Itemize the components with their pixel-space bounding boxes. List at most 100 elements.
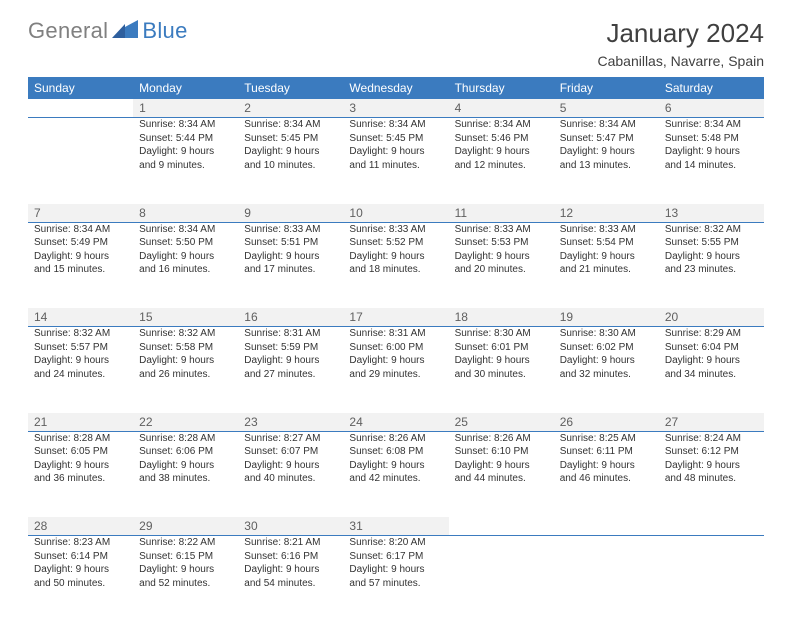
- daylight-text: Daylight: 9 hours and 36 minutes.: [34, 459, 127, 486]
- daylight-text: Daylight: 9 hours and 29 minutes.: [349, 354, 442, 381]
- day-number-cell: 21: [28, 413, 133, 432]
- month-title: January 2024: [597, 18, 764, 49]
- sunset-text: Sunset: 6:11 PM: [560, 445, 653, 459]
- daylight-text: Daylight: 9 hours and 24 minutes.: [34, 354, 127, 381]
- sunrise-text: Sunrise: 8:34 AM: [244, 118, 337, 132]
- sunset-text: Sunset: 6:15 PM: [139, 550, 232, 564]
- day-info-cell: Sunrise: 8:33 AMSunset: 5:53 PMDaylight:…: [449, 222, 554, 308]
- sunrise-text: Sunrise: 8:29 AM: [665, 327, 758, 341]
- daylight-text: Daylight: 9 hours and 54 minutes.: [244, 563, 337, 590]
- day-info-cell: Sunrise: 8:32 AMSunset: 5:55 PMDaylight:…: [659, 222, 764, 308]
- sunrise-text: Sunrise: 8:24 AM: [665, 432, 758, 446]
- sunset-text: Sunset: 5:47 PM: [560, 132, 653, 146]
- day-info-row: Sunrise: 8:28 AMSunset: 6:05 PMDaylight:…: [28, 431, 764, 517]
- day-info-cell: Sunrise: 8:28 AMSunset: 6:06 PMDaylight:…: [133, 431, 238, 517]
- daylight-text: Daylight: 9 hours and 50 minutes.: [34, 563, 127, 590]
- weekday-header: Tuesday: [238, 77, 343, 99]
- day-number-row: 28293031: [28, 517, 764, 536]
- day-number-cell: 23: [238, 413, 343, 432]
- day-info-row: Sunrise: 8:23 AMSunset: 6:14 PMDaylight:…: [28, 536, 764, 622]
- weekday-header: Friday: [554, 77, 659, 99]
- daylight-text: Daylight: 9 hours and 21 minutes.: [560, 250, 653, 277]
- daylight-text: Daylight: 9 hours and 26 minutes.: [139, 354, 232, 381]
- day-number-cell: 25: [449, 413, 554, 432]
- daylight-text: Daylight: 9 hours and 42 minutes.: [349, 459, 442, 486]
- sunrise-text: Sunrise: 8:32 AM: [665, 223, 758, 237]
- day-info-cell: Sunrise: 8:21 AMSunset: 6:16 PMDaylight:…: [238, 536, 343, 622]
- day-info-cell: Sunrise: 8:20 AMSunset: 6:17 PMDaylight:…: [343, 536, 448, 622]
- day-info-cell: Sunrise: 8:33 AMSunset: 5:54 PMDaylight:…: [554, 222, 659, 308]
- day-info-cell: Sunrise: 8:24 AMSunset: 6:12 PMDaylight:…: [659, 431, 764, 517]
- day-number-cell: 29: [133, 517, 238, 536]
- weekday-header: Thursday: [449, 77, 554, 99]
- day-info-cell: Sunrise: 8:34 AMSunset: 5:44 PMDaylight:…: [133, 118, 238, 204]
- sunset-text: Sunset: 5:54 PM: [560, 236, 653, 250]
- sunrise-text: Sunrise: 8:25 AM: [560, 432, 653, 446]
- day-info-cell: Sunrise: 8:26 AMSunset: 6:08 PMDaylight:…: [343, 431, 448, 517]
- day-number-cell: 16: [238, 308, 343, 327]
- sunset-text: Sunset: 6:08 PM: [349, 445, 442, 459]
- daylight-text: Daylight: 9 hours and 20 minutes.: [455, 250, 548, 277]
- day-number-cell: 2: [238, 99, 343, 118]
- sunrise-text: Sunrise: 8:34 AM: [560, 118, 653, 132]
- daylight-text: Daylight: 9 hours and 40 minutes.: [244, 459, 337, 486]
- sunrise-text: Sunrise: 8:33 AM: [349, 223, 442, 237]
- sunset-text: Sunset: 6:07 PM: [244, 445, 337, 459]
- title-block: January 2024 Cabanillas, Navarre, Spain: [597, 18, 764, 69]
- sunset-text: Sunset: 6:06 PM: [139, 445, 232, 459]
- daylight-text: Daylight: 9 hours and 10 minutes.: [244, 145, 337, 172]
- sunrise-text: Sunrise: 8:23 AM: [34, 536, 127, 550]
- day-info-cell: [659, 536, 764, 622]
- sunrise-text: Sunrise: 8:31 AM: [244, 327, 337, 341]
- day-info-cell: Sunrise: 8:28 AMSunset: 6:05 PMDaylight:…: [28, 431, 133, 517]
- day-number-cell: 27: [659, 413, 764, 432]
- sunset-text: Sunset: 5:57 PM: [34, 341, 127, 355]
- sunset-text: Sunset: 6:14 PM: [34, 550, 127, 564]
- sunrise-text: Sunrise: 8:34 AM: [665, 118, 758, 132]
- day-info-cell: Sunrise: 8:34 AMSunset: 5:45 PMDaylight:…: [238, 118, 343, 204]
- sunset-text: Sunset: 6:04 PM: [665, 341, 758, 355]
- day-number-cell: 8: [133, 204, 238, 223]
- sunrise-text: Sunrise: 8:21 AM: [244, 536, 337, 550]
- sunset-text: Sunset: 6:17 PM: [349, 550, 442, 564]
- sunrise-text: Sunrise: 8:30 AM: [560, 327, 653, 341]
- sunrise-text: Sunrise: 8:31 AM: [349, 327, 442, 341]
- daylight-text: Daylight: 9 hours and 16 minutes.: [139, 250, 232, 277]
- day-number-cell: 3: [343, 99, 448, 118]
- day-number-cell: 15: [133, 308, 238, 327]
- sunset-text: Sunset: 6:05 PM: [34, 445, 127, 459]
- daylight-text: Daylight: 9 hours and 52 minutes.: [139, 563, 232, 590]
- weekday-header: Wednesday: [343, 77, 448, 99]
- daylight-text: Daylight: 9 hours and 32 minutes.: [560, 354, 653, 381]
- day-info-cell: [449, 536, 554, 622]
- sunset-text: Sunset: 5:53 PM: [455, 236, 548, 250]
- day-number-cell: 18: [449, 308, 554, 327]
- day-info-cell: Sunrise: 8:34 AMSunset: 5:50 PMDaylight:…: [133, 222, 238, 308]
- sunrise-text: Sunrise: 8:32 AM: [34, 327, 127, 341]
- day-info-cell: Sunrise: 8:33 AMSunset: 5:51 PMDaylight:…: [238, 222, 343, 308]
- daylight-text: Daylight: 9 hours and 44 minutes.: [455, 459, 548, 486]
- daylight-text: Daylight: 9 hours and 12 minutes.: [455, 145, 548, 172]
- sunset-text: Sunset: 6:01 PM: [455, 341, 548, 355]
- day-info-row: Sunrise: 8:32 AMSunset: 5:57 PMDaylight:…: [28, 327, 764, 413]
- weekday-header: Sunday: [28, 77, 133, 99]
- sunset-text: Sunset: 5:48 PM: [665, 132, 758, 146]
- sunrise-text: Sunrise: 8:34 AM: [349, 118, 442, 132]
- sunset-text: Sunset: 5:50 PM: [139, 236, 232, 250]
- day-info-cell: [28, 118, 133, 204]
- location-label: Cabanillas, Navarre, Spain: [597, 53, 764, 69]
- sunset-text: Sunset: 6:10 PM: [455, 445, 548, 459]
- sunrise-text: Sunrise: 8:30 AM: [455, 327, 548, 341]
- day-number-cell: [554, 517, 659, 536]
- sunrise-text: Sunrise: 8:28 AM: [34, 432, 127, 446]
- day-number-cell: 30: [238, 517, 343, 536]
- sunset-text: Sunset: 5:52 PM: [349, 236, 442, 250]
- day-number-cell: 28: [28, 517, 133, 536]
- day-number-cell: 26: [554, 413, 659, 432]
- sunset-text: Sunset: 6:16 PM: [244, 550, 337, 564]
- day-number-cell: 5: [554, 99, 659, 118]
- day-info-cell: Sunrise: 8:32 AMSunset: 5:58 PMDaylight:…: [133, 327, 238, 413]
- day-info-cell: Sunrise: 8:22 AMSunset: 6:15 PMDaylight:…: [133, 536, 238, 622]
- day-info-cell: Sunrise: 8:23 AMSunset: 6:14 PMDaylight:…: [28, 536, 133, 622]
- day-number-cell: 1: [133, 99, 238, 118]
